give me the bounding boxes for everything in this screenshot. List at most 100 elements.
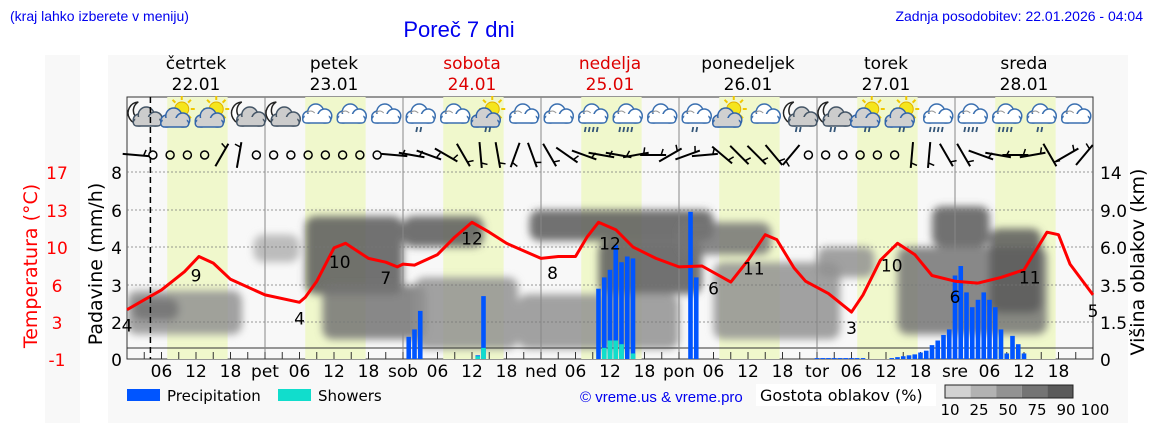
precip-tick-label: 4 [111, 239, 122, 259]
day-name: ponedeljek [701, 54, 795, 74]
temperature-label: 6 [708, 279, 719, 299]
density-level-label: 25 [969, 401, 988, 419]
credit-link[interactable]: © vreme.us & vreme.pro [580, 389, 743, 406]
day-date: 26.01 [724, 75, 773, 95]
wind-barb-icon [909, 141, 918, 169]
precip-bar [946, 329, 952, 359]
temperature-label: 9 [191, 267, 202, 287]
precip-bar [929, 345, 935, 359]
cloud-rain-heavy-icon [957, 103, 988, 133]
wind-barb-icon [939, 143, 957, 167]
wind-barb-icon [214, 142, 230, 167]
x-tick-label: 12 [185, 362, 207, 382]
day-date: 27.01 [862, 75, 911, 95]
temperature-label: 4 [294, 309, 305, 329]
density-title: Gostota oblakov (%) [760, 386, 923, 405]
x-tick-label: 06 [703, 362, 725, 382]
legend: Precipitation Showers © vreme.us & vreme… [127, 384, 1109, 419]
precip-bar [975, 299, 981, 359]
precip-bar [987, 299, 992, 359]
x-tick-label: sob [388, 362, 418, 382]
density-level-label: 90 [1056, 401, 1075, 419]
density-swatch [1021, 385, 1048, 398]
temp-axis-panel [45, 55, 80, 423]
wind-barb-icon [1075, 143, 1094, 166]
day-date: 24.01 [448, 75, 497, 95]
moon-cloud-icon [265, 101, 301, 127]
cloud-axis-title: Višina oblakov (km) [1127, 169, 1149, 356]
cloud-rain-heavy-icon [578, 103, 609, 133]
wind-barb-icon [640, 148, 667, 156]
precip-tick-label: 3 [111, 277, 122, 297]
temperature-label: 12 [461, 229, 483, 249]
density-swatch [996, 385, 1022, 398]
precip-bar [1010, 335, 1015, 359]
cloud-icon [336, 103, 367, 124]
calm-wind-icon [268, 150, 279, 160]
x-tick-label: 12 [1013, 362, 1035, 382]
cloud-blob [403, 216, 484, 247]
precip-bar [843, 358, 849, 359]
temp-tick-label: 3 [52, 314, 63, 334]
x-tick-label: ned [525, 362, 557, 382]
cloud-blob [598, 240, 702, 295]
cloud-blob [817, 247, 875, 278]
temperature-label: 10 [881, 257, 903, 277]
precip-bar [831, 358, 837, 359]
wind-barb-icon [416, 149, 442, 161]
x-tick-label: pet [251, 362, 279, 382]
x-tick-label: 18 [220, 362, 242, 382]
legend-title-bg [756, 384, 936, 406]
calm-wind-icon [148, 150, 158, 160]
density-level-label: 10 [940, 401, 959, 419]
wind-barb-icon [555, 146, 579, 164]
day-name: torek [864, 54, 908, 74]
legend-precip-swatch [127, 389, 160, 401]
x-tick-label: 06 [841, 362, 863, 382]
showers-bar [619, 344, 624, 359]
x-tick-label: 12 [875, 362, 897, 382]
legend-showers-label: Showers [318, 387, 382, 405]
day-name: nedelja [579, 54, 641, 74]
wind-barb-icon [729, 145, 752, 165]
calm-wind-icon [889, 150, 900, 160]
calm-wind-icon [251, 150, 262, 160]
wind-barb-icon [526, 142, 542, 168]
temp-tick-label: -1 [49, 351, 66, 371]
wind-barb-icon [675, 145, 701, 161]
calm-wind-icon [337, 150, 348, 160]
cloud-icon [647, 103, 678, 124]
location-hint[interactable]: (kraj lahko izberete v meniju) [10, 8, 189, 24]
density-swatch [945, 385, 971, 398]
showers-bar [607, 340, 613, 359]
x-tick-label: 18 [910, 362, 932, 382]
calm-wind-icon [872, 150, 883, 160]
day-name: četrtek [166, 54, 227, 74]
precip-bar [624, 256, 630, 359]
precip-bar [900, 356, 906, 359]
precip-bar [941, 334, 946, 359]
precip-bar [1015, 344, 1021, 359]
sun-cloud-rain-icon [884, 96, 920, 133]
calm-wind-icon [320, 150, 331, 160]
x-tick-label: 18 [1048, 362, 1070, 382]
x-tick-label: 06 [979, 362, 1001, 382]
precip-bar [814, 358, 820, 359]
precip-bar [912, 354, 918, 359]
x-tick-label: 12 [323, 362, 345, 382]
density-level-label: 75 [1027, 401, 1046, 419]
precip-bar [826, 358, 831, 359]
temperature-label: 6 [950, 288, 961, 308]
precip-bar [693, 277, 699, 359]
calm-wind-icon [838, 150, 848, 160]
sun-cloud-icon [194, 96, 230, 128]
precip-bar [481, 296, 486, 359]
precip-bar [958, 266, 964, 359]
cloud-density-layer [127, 206, 1047, 350]
calm-wind-icon [803, 150, 814, 160]
density-level-label: 100 [1081, 401, 1110, 419]
temperature-label: 11 [1019, 268, 1041, 288]
wind-barb-icon [122, 149, 149, 158]
wind-barb-icon [494, 142, 506, 168]
legend-precip-label: Precipitation [167, 387, 261, 405]
